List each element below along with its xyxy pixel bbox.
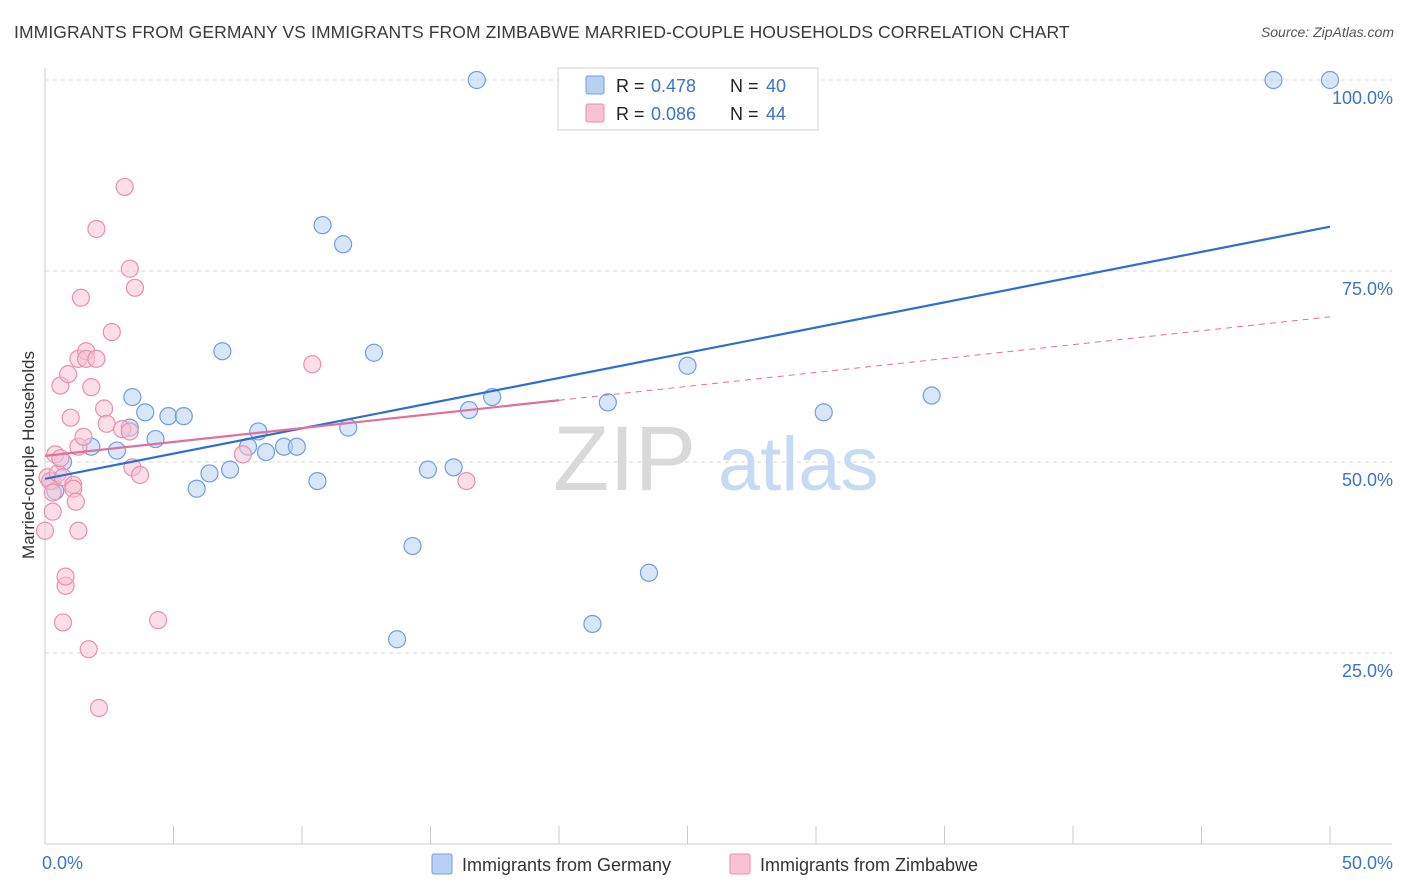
point-germany <box>200 464 219 483</box>
point-germany <box>136 403 155 422</box>
series-legend: Immigrants from Germany Immigrants from … <box>431 853 978 875</box>
legend-swatch-germany <box>431 853 453 875</box>
point-germany <box>313 216 332 235</box>
axes-layer <box>44 68 1392 845</box>
point-zimbabwe <box>120 259 139 278</box>
point-germany <box>287 437 306 456</box>
point-germany <box>814 403 833 422</box>
stats-legend: R = 0.478 N = 40 R = 0.086 N = 44 <box>557 67 819 131</box>
stats-r-value-germany: 0.478 <box>651 76 696 96</box>
point-germany <box>159 407 178 426</box>
y-tick-label: 50.0% <box>1342 470 1393 490</box>
point-zimbabwe <box>79 640 98 659</box>
trend-line-zimbabwe <box>44 399 560 457</box>
point-germany <box>123 387 142 407</box>
point-germany <box>583 614 602 634</box>
point-germany <box>467 70 486 90</box>
point-germany <box>174 407 193 426</box>
point-germany <box>107 441 127 460</box>
point-germany <box>364 343 384 362</box>
grid-layer <box>45 79 1392 654</box>
chart-title: IMMIGRANTS FROM GERMANY VS IMMIGRANTS FR… <box>14 22 1070 42</box>
point-zimbabwe <box>120 422 139 441</box>
trend-line-germany <box>44 225 1331 480</box>
stats-swatch-zimbabwe <box>585 103 605 123</box>
point-germany <box>922 386 941 405</box>
point-germany <box>1320 70 1340 90</box>
stats-n-value-germany: 40 <box>766 76 786 96</box>
y-axis-label: Married-couple Households <box>19 351 38 559</box>
legend-label-germany: Immigrants from Germany <box>462 855 671 875</box>
stats-r-label-zimbabwe: R = <box>616 104 645 124</box>
point-germany <box>444 458 463 477</box>
legend-swatch-zimbabwe <box>729 853 751 875</box>
point-germany <box>308 472 327 491</box>
point-zimbabwe <box>56 567 75 586</box>
stats-swatch-germany <box>585 75 605 95</box>
point-germany <box>387 630 407 649</box>
point-zimbabwe <box>115 177 134 197</box>
point-zimbabwe <box>74 427 93 446</box>
point-zimbabwe <box>148 611 168 630</box>
point-zimbabwe <box>43 483 62 502</box>
point-zimbabwe <box>130 465 150 485</box>
point-germany <box>598 393 617 412</box>
points-layer <box>35 70 1340 718</box>
watermark-zip: ZIP <box>553 408 696 510</box>
x-tick-label: 0.0% <box>42 853 83 873</box>
point-germany <box>403 536 422 556</box>
point-zimbabwe <box>89 698 109 718</box>
point-germany <box>418 460 438 479</box>
point-zimbabwe <box>457 472 476 491</box>
point-zimbabwe <box>43 502 62 521</box>
stats-r-label-germany: R = <box>616 76 645 96</box>
source-credit: Source: ZipAtlas.com <box>1260 24 1394 40</box>
point-zimbabwe <box>87 219 106 239</box>
point-germany <box>639 563 659 582</box>
point-zimbabwe <box>87 349 106 368</box>
point-zimbabwe <box>125 278 145 297</box>
y-tick-label: 75.0% <box>1342 279 1393 299</box>
legend-label-zimbabwe: Immigrants from Zimbabwe <box>760 855 978 875</box>
y-tick-label: 100.0% <box>1332 88 1393 108</box>
point-zimbabwe <box>95 399 114 418</box>
point-germany <box>220 460 240 479</box>
point-zimbabwe <box>69 521 88 540</box>
point-zimbabwe <box>102 323 121 342</box>
point-germany <box>256 442 276 462</box>
watermark-atlas: atlas <box>718 422 879 507</box>
point-zimbabwe <box>35 521 55 540</box>
point-germany <box>334 235 353 254</box>
point-zimbabwe <box>51 449 70 468</box>
trend-layer <box>44 225 1331 480</box>
point-germany <box>187 479 206 498</box>
point-zimbabwe <box>59 365 78 384</box>
x-tick-label: 50.0% <box>1342 853 1393 873</box>
point-zimbabwe <box>97 414 116 433</box>
y-tick-label: 25.0% <box>1342 661 1393 681</box>
point-zimbabwe <box>61 408 80 427</box>
point-zimbabwe <box>53 613 73 632</box>
trend-line-zimbabwe-extrapolated <box>558 316 1331 401</box>
stats-n-label-germany: N = <box>730 76 759 96</box>
stats-n-label-zimbabwe: N = <box>730 104 759 124</box>
point-germany <box>213 342 232 361</box>
point-germany <box>678 356 697 375</box>
point-zimbabwe <box>66 492 85 511</box>
point-zimbabwe <box>71 288 91 307</box>
point-zimbabwe <box>233 445 252 464</box>
point-zimbabwe <box>303 355 322 374</box>
point-germany <box>1264 70 1283 90</box>
stats-r-value-zimbabwe: 0.086 <box>651 104 696 124</box>
stats-n-value-zimbabwe: 44 <box>766 104 786 124</box>
point-zimbabwe <box>82 378 101 397</box>
ticks-layer: 25.0% 50.0% 75.0% 100.0% 0.0% 50.0% <box>42 88 1393 873</box>
